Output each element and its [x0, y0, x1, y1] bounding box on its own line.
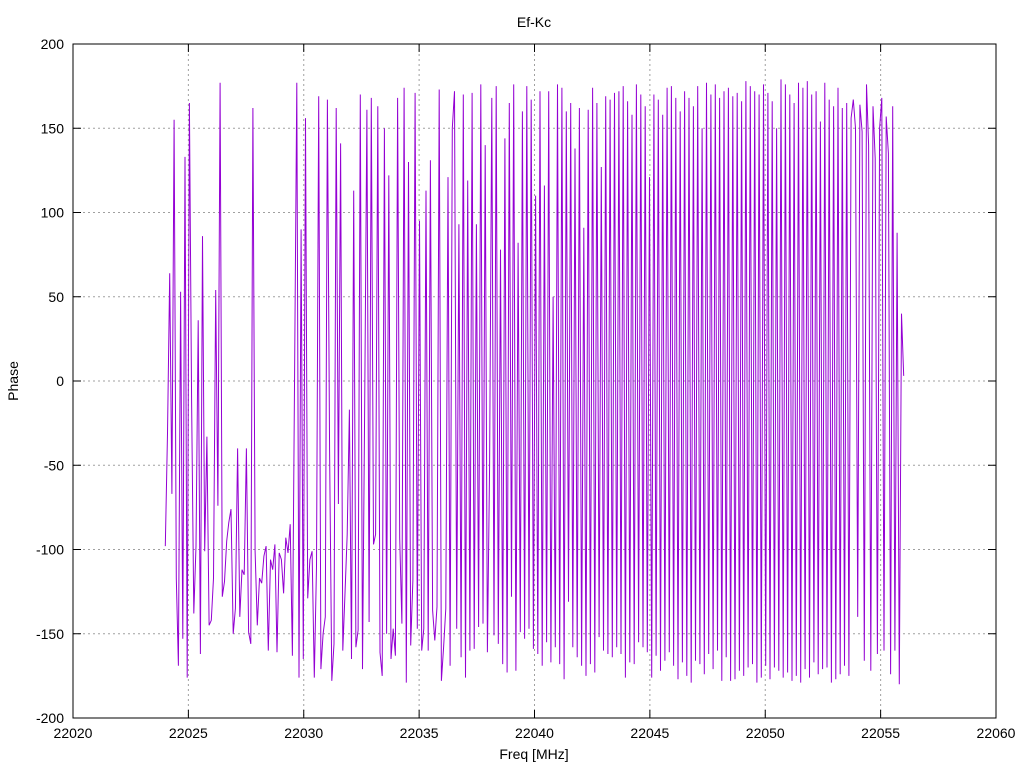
axis-ticks [72, 43, 997, 719]
y-tick-label: 50 [48, 289, 64, 305]
y-tick-label: 0 [56, 373, 64, 389]
x-tick-label: 22060 [977, 725, 1016, 741]
x-tick-label: 22025 [169, 725, 208, 741]
y-tick-label: -100 [36, 542, 64, 558]
y-tick-label: -50 [44, 457, 64, 473]
y-axis-label: Phase [5, 361, 21, 401]
y-tick-labels: -200 -150 -100 -50 0 50 100 150 200 [36, 36, 64, 726]
x-tick-label: 22035 [400, 725, 439, 741]
x-axis-label: Freq [MHz] [499, 746, 568, 762]
x-tick-label: 22050 [746, 725, 785, 741]
series-layer [164, 79, 905, 685]
x-tick-label: 22045 [630, 725, 669, 741]
x-tick-label: 22030 [284, 725, 323, 741]
x-tick-label: 22020 [54, 725, 93, 741]
phase-series-line [164, 79, 905, 685]
x-tick-label: 22055 [861, 725, 900, 741]
y-tick-label: 150 [41, 120, 65, 136]
y-tick-label: -200 [36, 710, 64, 726]
y-tick-label: 100 [41, 205, 65, 221]
y-tick-label: -150 [36, 626, 64, 642]
chart-title: Ef-Kc [517, 14, 551, 30]
x-tick-label: 22040 [515, 725, 554, 741]
y-tick-label: 200 [41, 36, 65, 52]
x-tick-labels: 22020 22025 22030 22035 22040 22045 22050 22055… [54, 725, 1016, 741]
